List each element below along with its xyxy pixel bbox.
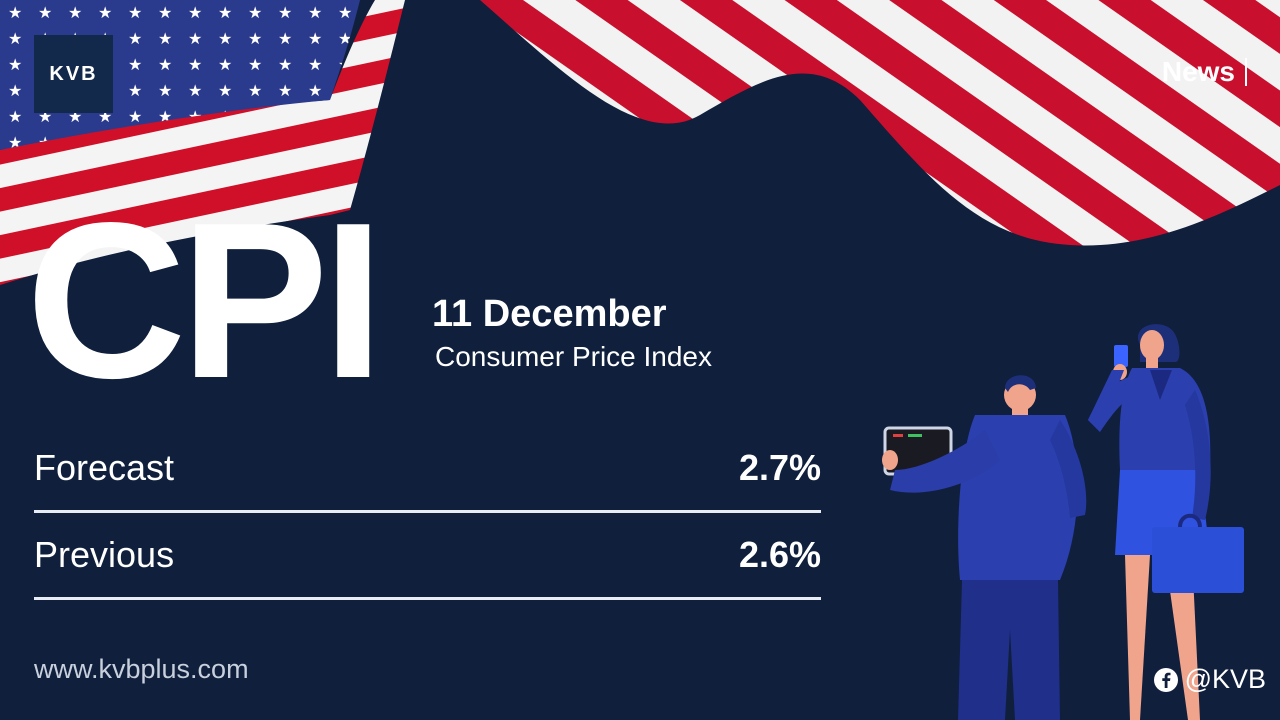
kvb-logo: KVB <box>34 35 113 113</box>
facebook-icon <box>1153 667 1178 692</box>
divider <box>34 597 821 600</box>
headline-title: CPI <box>26 177 384 425</box>
stat-row-forecast: Forecast 2.7% <box>34 438 821 498</box>
logo-text: KVB <box>49 62 98 85</box>
stat-label: Previous <box>34 534 175 575</box>
divider <box>34 510 821 513</box>
man-figure <box>882 375 1087 720</box>
release-date: 11 December <box>432 293 667 335</box>
website-link[interactable]: www.kvbplus.com <box>34 654 249 684</box>
stat-value: 2.7% <box>738 447 821 488</box>
news-label: News <box>1162 56 1247 88</box>
headline-subtitle: Consumer Price Index <box>435 341 713 372</box>
social-handle-text: @KVB <box>1184 664 1266 694</box>
news-divider <box>1245 58 1247 86</box>
flag-right <box>480 0 1280 246</box>
social-handle[interactable]: @KVB <box>1153 664 1266 695</box>
woman-figure <box>1088 324 1244 720</box>
news-text: News <box>1161 56 1235 87</box>
stat-label: Forecast <box>34 447 175 488</box>
stat-row-previous: Previous 2.6% <box>34 525 821 585</box>
stat-value: 2.6% <box>738 534 821 575</box>
